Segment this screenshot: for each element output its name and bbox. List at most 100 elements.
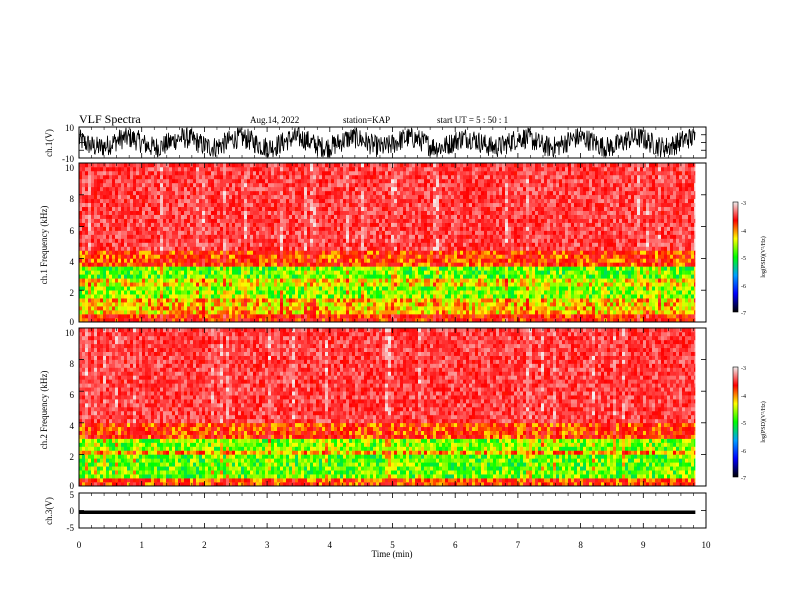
spectrogram-cell [373, 166, 376, 172]
spectrogram-cell [343, 214, 346, 219]
spectrogram-cell [103, 170, 106, 176]
spectrogram-cell [214, 210, 217, 215]
spectrogram-cell [271, 270, 274, 275]
spectrogram-cell [271, 310, 274, 315]
spectrogram-cell [187, 254, 190, 259]
spectrogram-cell [259, 226, 262, 231]
spectrogram-cell [130, 226, 133, 231]
spectrogram-cell [271, 210, 274, 215]
spectrogram-cell [385, 270, 388, 275]
spectrogram-cell [127, 266, 130, 271]
spectrogram-cell [193, 258, 196, 263]
spectrogram-cell [241, 198, 244, 204]
spectrogram-cell [85, 206, 88, 211]
spectrogram-cell [127, 174, 130, 180]
spectrogram-cell [415, 278, 418, 283]
spectrogram-cell [343, 186, 346, 192]
spectrogram-cell [433, 210, 436, 215]
spectrogram-cell [298, 258, 301, 263]
spectrogram-cell [223, 234, 226, 239]
spectrogram-cell [175, 282, 178, 287]
spectrogram-cell [286, 290, 289, 295]
spectrogram-cell [313, 202, 316, 208]
spectrogram-cell [187, 274, 190, 279]
spectrogram-cell [331, 198, 334, 204]
spectrogram-cell [127, 306, 130, 311]
spectrogram-cell [334, 270, 337, 275]
spectrogram-cell [277, 270, 280, 275]
spectrogram-cell [298, 314, 301, 319]
spectrogram-cell [373, 310, 376, 315]
spectrogram-cell [256, 302, 259, 307]
spectrogram-cell [343, 286, 346, 291]
spectrogram-cell [205, 270, 208, 275]
spectrogram-cell [163, 258, 166, 263]
spectrogram-cell [208, 302, 211, 307]
spectrogram-cell [286, 254, 289, 259]
spectrogram-cell [91, 246, 94, 251]
spectrogram-cell [352, 258, 355, 263]
spectrogram-cell [349, 270, 352, 275]
spectrogram-cell [280, 258, 283, 263]
spectrogram-cell [181, 226, 184, 231]
spectrogram-cell [115, 186, 118, 192]
spectrogram-cell [205, 190, 208, 196]
spectrogram-cell [436, 290, 439, 295]
spectrogram-cell [154, 174, 157, 180]
spectrogram-cell [97, 314, 100, 319]
spectrogram-cell [322, 286, 325, 291]
spectrogram-cell [439, 222, 442, 227]
spectrogram-cell [394, 286, 397, 291]
spectrogram-cell [79, 302, 82, 307]
spectrogram-cell [331, 222, 334, 227]
spectrogram-cell [304, 202, 307, 208]
spectrogram-cell [157, 182, 160, 188]
spectrogram-cell [394, 238, 397, 243]
spectrogram-cell [211, 206, 214, 211]
spectrogram-cell [199, 294, 202, 299]
spectrogram-cell [346, 286, 349, 291]
spectrogram-cell [415, 202, 418, 208]
spectrogram-cell [280, 286, 283, 291]
spectrogram-cell [157, 282, 160, 287]
spectrogram-cell [262, 310, 265, 315]
spectrogram-cell [436, 202, 439, 208]
spectrogram-cell [223, 294, 226, 299]
spectrogram-cell [235, 242, 238, 247]
spectrogram-cell [175, 286, 178, 291]
spectrogram-cell [421, 282, 424, 287]
spectrogram-cell [292, 314, 295, 319]
spectrogram-cell [307, 238, 310, 243]
spectrogram-cell [310, 186, 313, 192]
spectrogram-cell [430, 222, 433, 227]
spectrogram-cell [376, 206, 379, 211]
spectrogram-cell [160, 226, 163, 231]
spectrogram-cell [298, 214, 301, 219]
spectrogram-cell [349, 254, 352, 259]
spectrogram-cell [262, 194, 265, 200]
spectrogram-cell [316, 230, 319, 235]
spectrogram-cell [406, 274, 409, 279]
spectrogram-cell [376, 318, 379, 323]
spectrogram-cell [187, 194, 190, 200]
spectrogram-cell [220, 194, 223, 200]
spectrogram-cell [127, 258, 130, 263]
spectrogram-cell [406, 222, 409, 227]
spectrogram-cell [238, 246, 241, 251]
spectrogram-cell [391, 298, 394, 303]
spectrogram-cell [364, 206, 367, 211]
spectrogram-cell [325, 270, 328, 275]
spectrogram-cell [145, 198, 148, 204]
spectrogram-cell [394, 242, 397, 247]
spectrogram-cell [361, 218, 364, 223]
spectrogram-cell [301, 246, 304, 251]
spectrogram-cell [280, 206, 283, 211]
ch1-waveform-ticks [78, 126, 707, 159]
spectrogram-cell [154, 194, 157, 200]
spectrogram-cell [202, 230, 205, 235]
spectrogram-cell [430, 206, 433, 211]
spectrogram-cell [313, 226, 316, 231]
spectrogram-cell [223, 250, 226, 255]
spectrogram-cell [232, 182, 235, 188]
spectrogram-cell [403, 218, 406, 223]
